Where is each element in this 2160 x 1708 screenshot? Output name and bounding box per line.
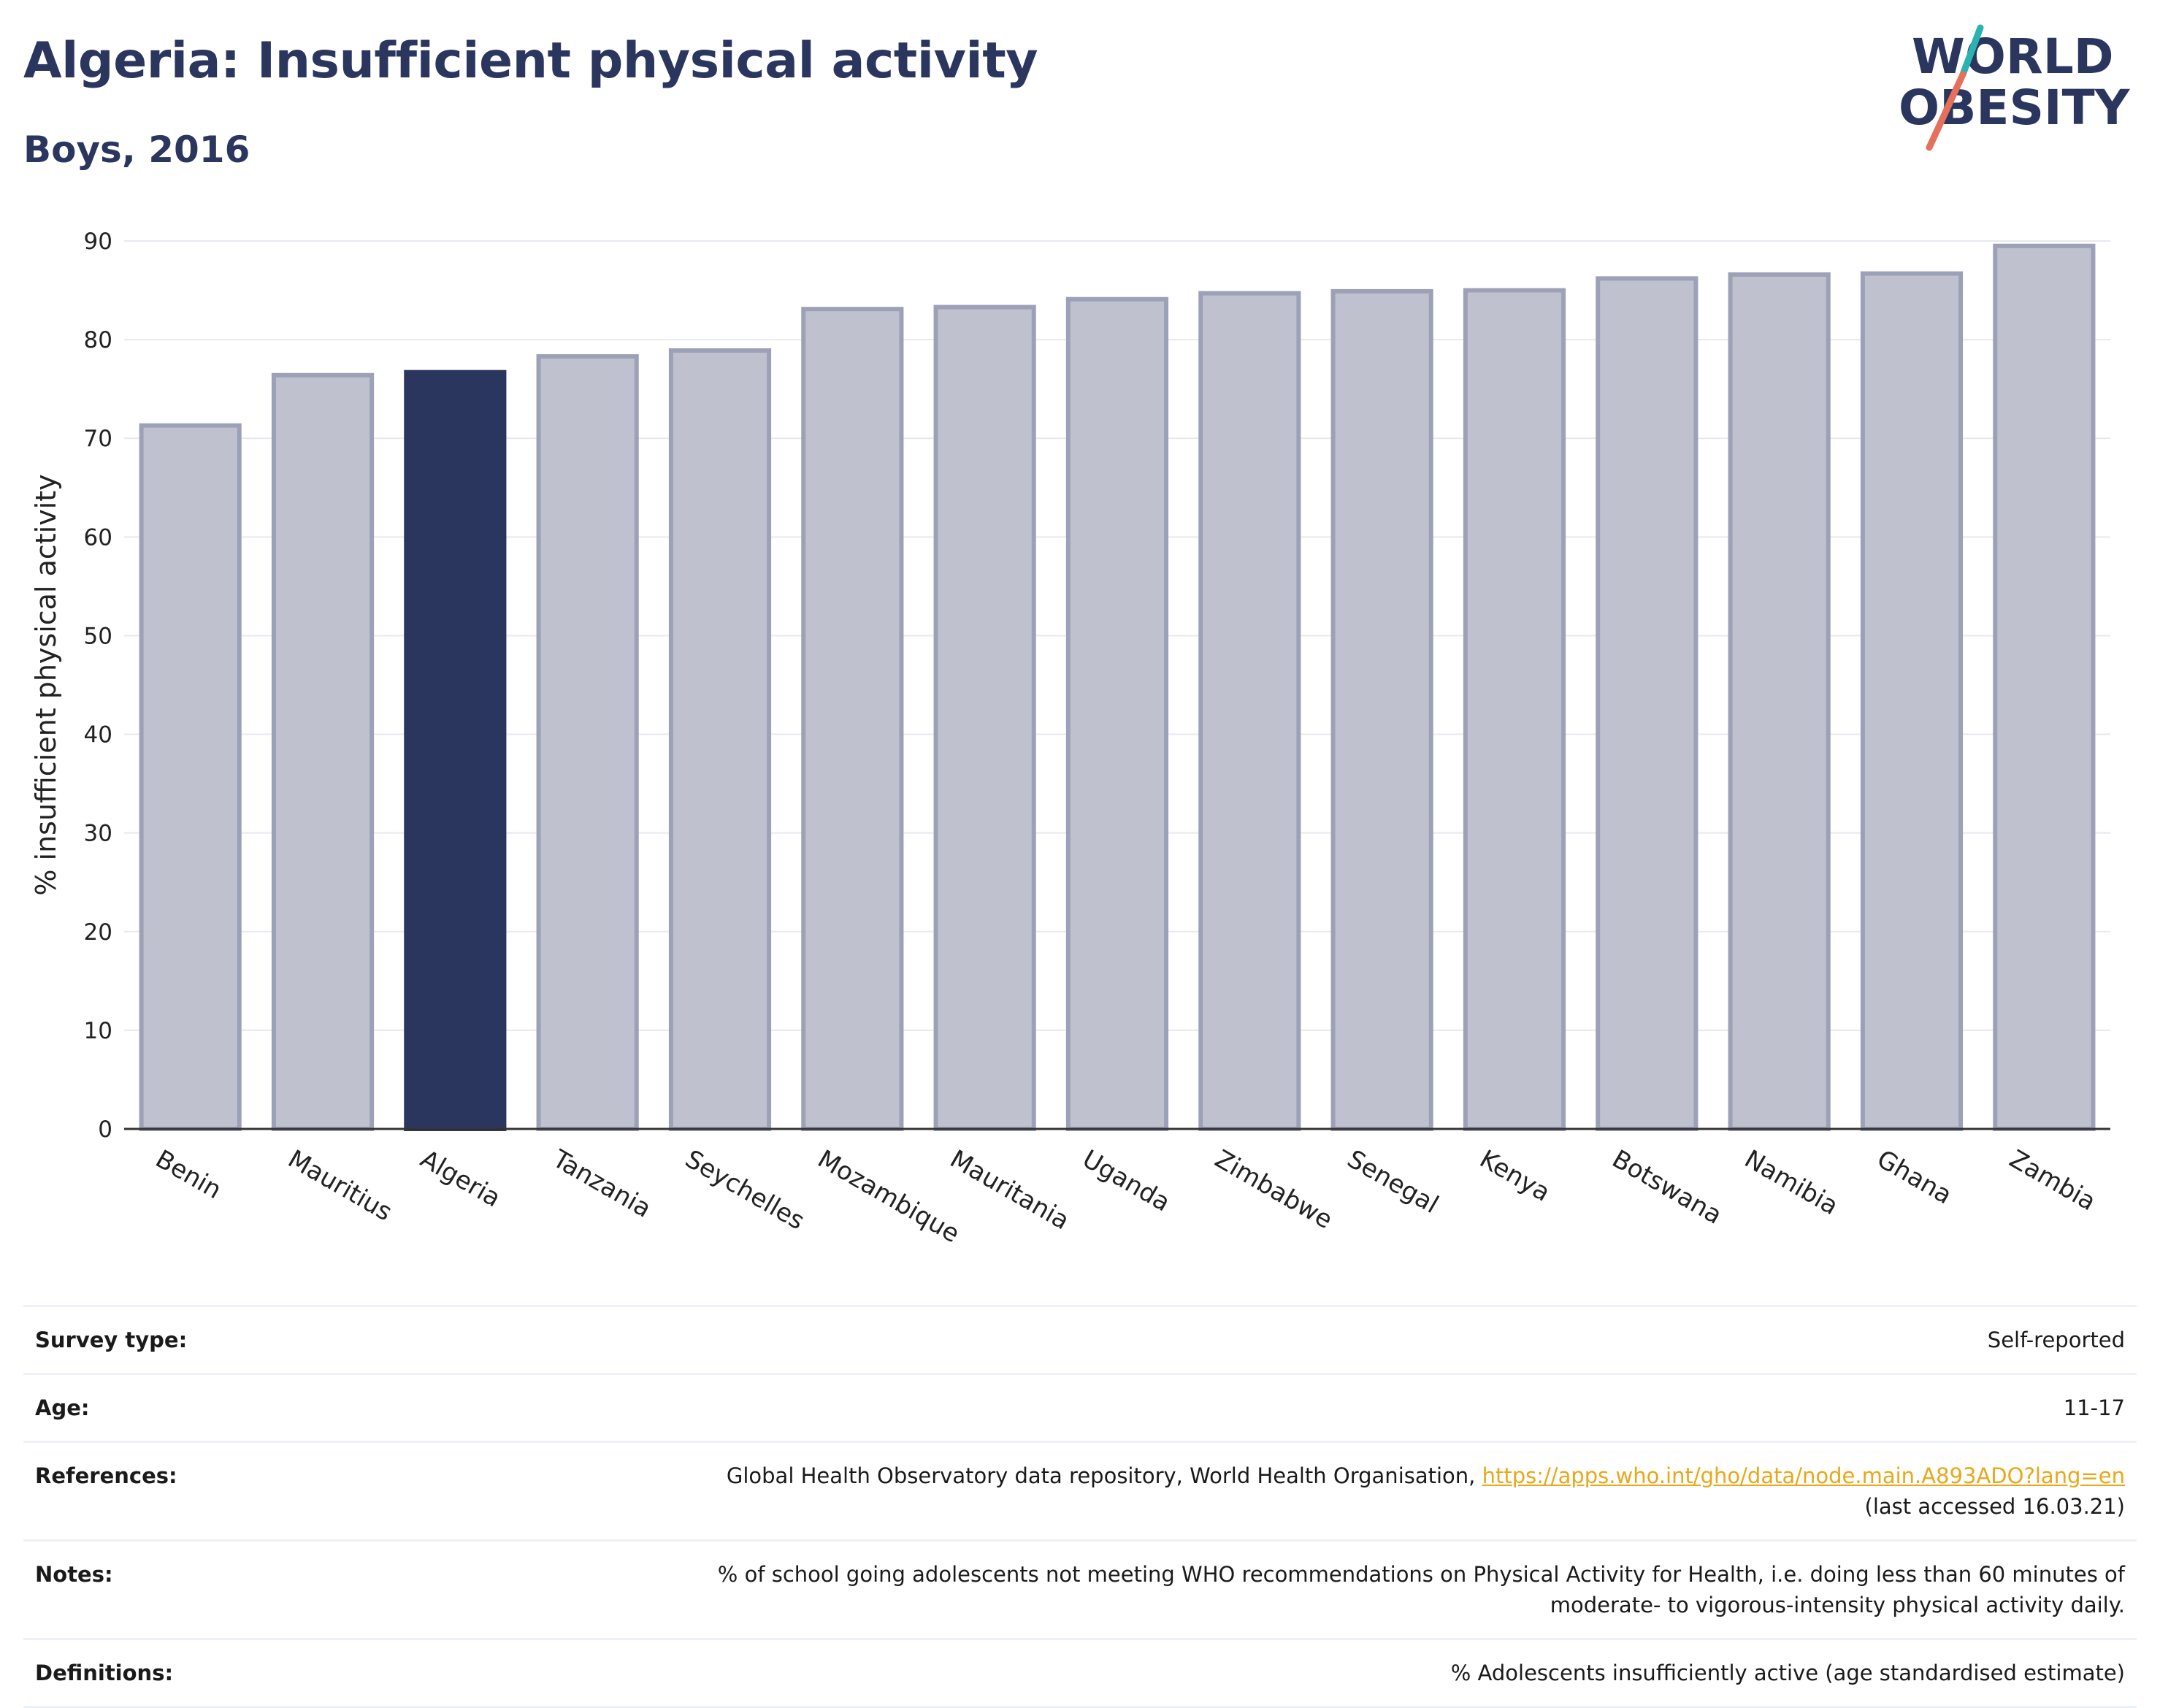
x-tick-label: Botswana xyxy=(1607,1144,1727,1230)
y-tick-label: 20 xyxy=(84,919,112,946)
bar xyxy=(1198,291,1301,1131)
bar-chart: 0 10 20 30 40 50 60 70 80 90 Benin Mauritius Algeria… xyxy=(30,229,2110,1249)
meta-row-age: Age: 11-17 xyxy=(23,1373,2137,1443)
reference-accessed: (last accessed 16.03.21) xyxy=(1864,1494,2125,1519)
x-tick-label: Mauritius xyxy=(283,1144,397,1227)
chart-subtitle: Boys, 2016 xyxy=(23,129,250,171)
chart-title: Algeria: Insufficient physical activity xyxy=(23,32,1038,90)
y-axis-title: % insufficient physical activity xyxy=(30,474,62,895)
x-tick-label: Zambia xyxy=(2004,1144,2101,1217)
bar xyxy=(1330,288,1433,1132)
y-tick-label: 30 xyxy=(84,821,112,847)
meta-row-survey-type: Survey type: Self-reported xyxy=(23,1305,2137,1375)
logo-text-world: WORLD xyxy=(1912,28,2114,85)
bar xyxy=(933,305,1036,1132)
bar xyxy=(1860,271,1964,1131)
meta-value: % Adolescents insufficiently active (age… xyxy=(412,1638,2137,1708)
meta-key: Definitions: xyxy=(23,1638,412,1708)
meta-value-references: Global Health Observatory data repositor… xyxy=(412,1441,2137,1542)
notes-line-1: % of school going adolescents not meetin… xyxy=(717,1562,2125,1587)
x-tick-label: Benin xyxy=(150,1144,226,1205)
y-tick-label: 40 xyxy=(84,722,112,748)
x-tick-label: Ghana xyxy=(1872,1144,1957,1210)
x-tick-label: Seychelles xyxy=(681,1144,810,1236)
bar xyxy=(536,354,639,1132)
reference-text: Global Health Observatory data repositor… xyxy=(726,1463,1476,1488)
logo-slash-coral xyxy=(1926,71,1966,151)
x-tick-label: Namibia xyxy=(1739,1144,1843,1221)
y-tick-label: 90 xyxy=(84,229,112,255)
bar xyxy=(1065,296,1169,1131)
y-tick-label: 10 xyxy=(84,1018,112,1044)
x-tick-label: Mauritania xyxy=(945,1144,1074,1236)
meta-value: 11-17 xyxy=(412,1373,2137,1443)
x-tick-label: Algeria xyxy=(415,1144,505,1213)
meta-key: Survey type: xyxy=(23,1305,412,1375)
x-tick-label: Kenya xyxy=(1475,1144,1555,1208)
meta-row-references: References: Global Health Observatory da… xyxy=(23,1441,2137,1542)
x-tick-label: Tanzania xyxy=(547,1144,656,1224)
x-tick-label: Mozambique xyxy=(813,1144,965,1249)
meta-value: Self-reported xyxy=(412,1305,2137,1375)
meta-row-definitions: Definitions: % Adolescents insufficientl… xyxy=(23,1638,2137,1708)
bar xyxy=(1728,272,1831,1132)
y-tick-label: 80 xyxy=(84,327,112,353)
x-tick-label: Senegal xyxy=(1342,1144,1444,1219)
bar xyxy=(139,423,242,1131)
bar-highlight xyxy=(404,369,507,1132)
y-tick-label: 70 xyxy=(84,426,112,452)
meta-value-notes: % of school going adolescents not meetin… xyxy=(412,1539,2137,1640)
meta-key: Age: xyxy=(23,1373,412,1443)
reference-link[interactable]: https://apps.who.int/gho/data/node.main.… xyxy=(1482,1463,2125,1488)
metadata-table: Survey type: Self-reported Age: 11-17 Re… xyxy=(23,1305,2137,1708)
meta-row-notes: Notes: % of school going adolescents not… xyxy=(23,1539,2137,1640)
bar xyxy=(271,372,375,1132)
notes-line-2: moderate- to vigorous-intensity physical… xyxy=(1550,1593,2125,1617)
logo-text-obesity: OBESITY xyxy=(1899,80,2131,136)
bar xyxy=(1993,243,2096,1131)
meta-key: References: xyxy=(23,1441,412,1542)
world-obesity-logo: WORLD OBESITY xyxy=(1899,24,2131,151)
x-tick-label: Zimbabwe xyxy=(1210,1144,1338,1235)
logo-slash-teal xyxy=(1959,24,1984,78)
bar xyxy=(668,348,772,1131)
bar xyxy=(1596,276,1698,1132)
meta-key: Notes: xyxy=(23,1539,412,1640)
bar xyxy=(801,307,904,1131)
y-tick-label: 0 xyxy=(98,1117,112,1143)
x-tick-label: Uganda xyxy=(1078,1144,1176,1217)
y-tick-label: 60 xyxy=(84,524,112,551)
bar xyxy=(1463,288,1566,1132)
y-tick-label: 50 xyxy=(84,623,112,649)
